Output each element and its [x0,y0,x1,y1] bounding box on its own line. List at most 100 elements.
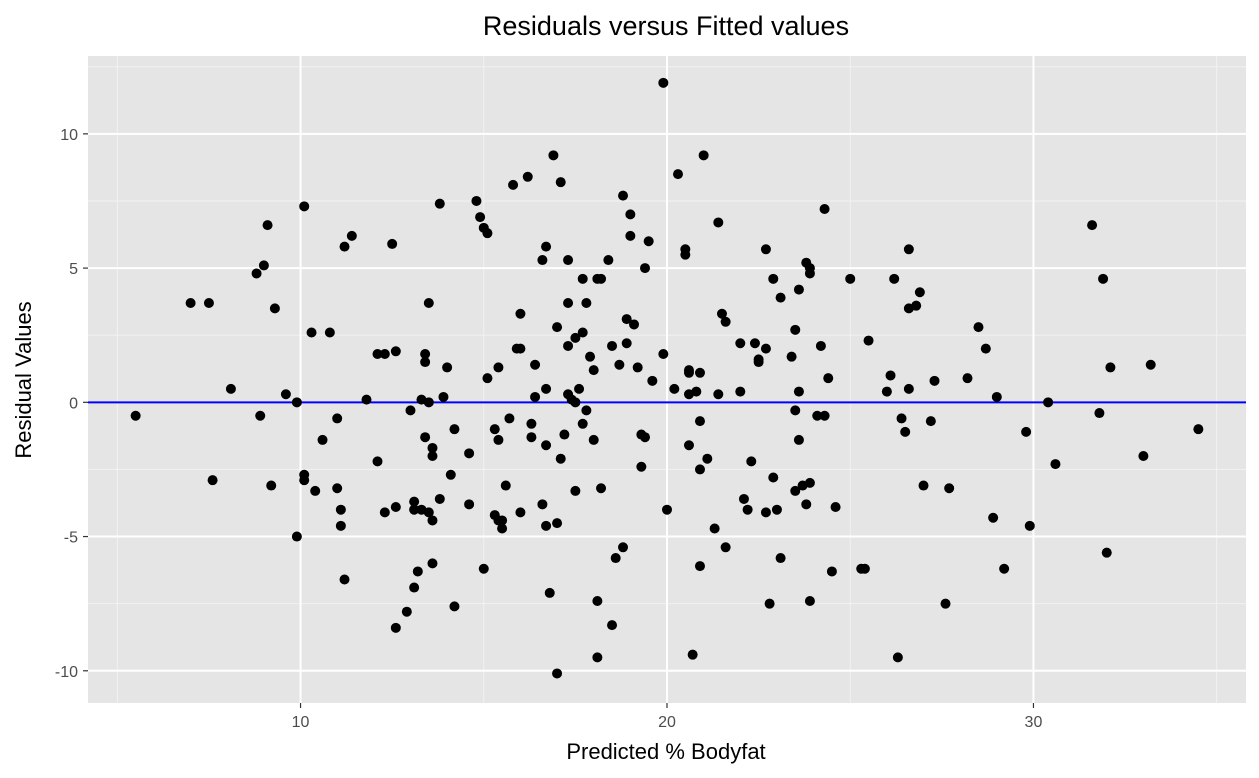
data-point [552,668,563,679]
data-point [563,340,574,351]
data-point [412,566,423,577]
data-point [390,502,401,513]
data-point [563,255,574,266]
data-point [669,383,680,394]
data-point [1138,451,1149,462]
data-point [475,212,486,223]
data-point [559,429,570,440]
data-point [621,314,632,325]
data-point [482,373,493,384]
data-point [332,413,343,424]
data-point [541,440,552,451]
data-point [640,263,651,274]
data-point [683,440,694,451]
data-point [694,464,705,475]
data-point [698,150,709,161]
y-tick-label: 5 [69,261,78,278]
data-point [790,324,801,335]
data-point [881,386,892,397]
data-point [390,622,401,633]
data-point [1145,359,1156,370]
data-point [1087,220,1098,231]
data-point [735,386,746,397]
data-point [962,373,973,384]
data-point [299,201,310,212]
data-point [541,383,552,394]
data-point [427,515,438,526]
data-point [592,595,603,606]
data-point [504,413,515,424]
data-point [563,297,574,308]
data-point [570,485,581,496]
data-point [464,448,475,459]
data-point [409,496,420,507]
data-point [379,507,390,518]
data-point [687,649,698,660]
data-point [317,434,328,445]
data-point [570,332,581,343]
data-point [530,391,541,402]
data-point [903,383,914,394]
data-point [662,504,672,515]
data-point [361,394,372,405]
data-point [786,351,797,362]
data-point [372,456,383,467]
data-point [944,483,955,494]
data-point [694,561,705,572]
data-point [185,297,196,308]
data-point [999,563,1010,574]
data-point [544,587,555,598]
data-point [793,386,804,397]
data-point [339,241,350,252]
data-point [1021,426,1032,437]
data-point [291,531,302,542]
data-point [742,504,753,515]
data-point [552,322,563,333]
data-point [929,375,940,386]
data-point [694,416,705,427]
data-point [1105,362,1116,373]
data-point [746,456,757,467]
data-point [500,480,511,491]
data-point [442,362,453,373]
data-point [471,195,482,206]
data-point [793,284,804,295]
data-point [683,365,694,376]
data-point [427,442,438,453]
data-point [713,217,724,228]
data-point [691,386,702,397]
data-point [537,499,548,510]
data-point [346,230,357,241]
data-point [625,230,636,241]
data-point [420,357,431,368]
data-point [515,507,526,518]
data-point [482,228,493,239]
data-point [548,150,559,161]
data-point [768,273,779,284]
data-point [1024,520,1035,531]
data-point [925,416,936,427]
data-point [577,273,588,284]
data-point [530,359,541,370]
data-point [815,340,826,351]
data-point [826,566,837,577]
data-point [735,338,746,349]
data-point [618,542,629,553]
data-point [251,268,262,279]
data-point [390,346,401,357]
data-point [804,595,815,606]
data-point [585,351,596,362]
x-tick-label: 30 [1025,714,1043,731]
data-point [640,432,651,443]
data-point [423,507,434,518]
data-point [405,405,416,416]
data-point [885,370,896,381]
data-point [588,365,599,376]
data-point [269,303,280,314]
data-point [1043,397,1054,408]
data-point [819,204,830,215]
data-point [753,357,764,368]
data-point [478,563,489,574]
data-point [555,177,566,188]
